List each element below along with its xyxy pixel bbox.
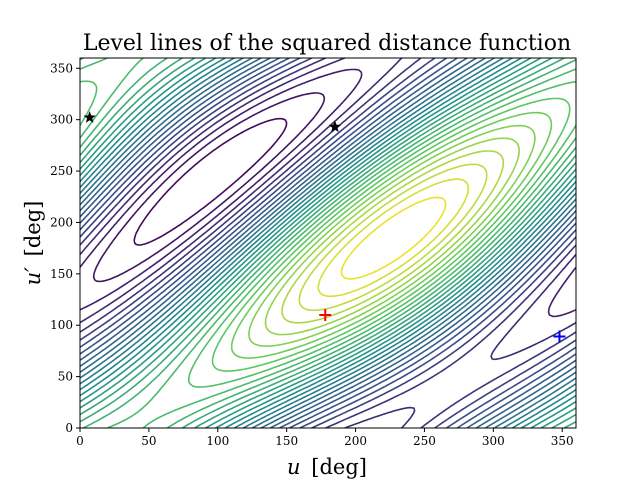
chart-title: Level lines of the squared distance func… [83,31,571,56]
contour-level-line [80,58,576,428]
contour-level-line [133,117,288,246]
contour-level-line [230,111,553,359]
y-tick-label: 350 [50,61,73,75]
y-axis-var: u′ [21,267,45,286]
contour-level-line [80,58,576,428]
contour-level-line [211,97,571,372]
contour-level-line [317,178,470,298]
y-tick-label: 0 [65,421,73,435]
y-tick-label: 300 [50,113,73,127]
y-tick-label: 50 [58,370,73,384]
x-tick-label: 50 [141,434,156,448]
y-tick-label: 100 [50,318,73,332]
y-tick-label: 200 [50,215,73,229]
plot-frame [79,57,577,429]
contour-level-line [80,58,576,428]
contour-lines [80,58,576,428]
y-ticks: 0 50 100 150 200 250 300 350 [50,61,80,435]
x-ticks: 0 50 100 150 200 250 300 350 [76,428,574,448]
contour-level-line [80,58,576,428]
y-axis-unit: [deg] [21,201,45,257]
y-tick-label: 250 [50,164,73,178]
contour-level-line [80,68,576,318]
contour-level-line [80,58,576,428]
y-tick-label: 150 [50,267,73,281]
contour-level-line [80,58,576,428]
x-tick-label: 300 [482,434,505,448]
contour-level-line [248,124,536,347]
y-axis-label: u′ [deg] [21,201,45,286]
plus-marker [319,308,332,321]
contour-level-line [298,163,488,312]
star-marker [83,111,96,123]
x-tick-label: 350 [551,434,574,448]
contour-level-line [80,80,576,388]
x-axis-var: u [287,455,301,479]
markers-group [83,111,566,343]
plus-marker [553,330,566,343]
x-axis-unit: [deg] [311,455,367,479]
contour-level-line [92,92,326,283]
x-tick-label: 250 [413,434,436,448]
contour-level-line [281,150,505,324]
contour-level-line [80,58,576,428]
x-tick-label: 0 [76,434,84,448]
x-tick-label: 150 [275,434,298,448]
x-tick-label: 200 [344,434,367,448]
star-marker [328,120,342,133]
x-axis-label: u [deg] [287,455,367,479]
contour-level-line [80,58,576,428]
x-tick-label: 100 [206,434,229,448]
contour-level-line [340,196,447,280]
contour-level-line [264,137,520,336]
contour-level-line [80,58,576,428]
